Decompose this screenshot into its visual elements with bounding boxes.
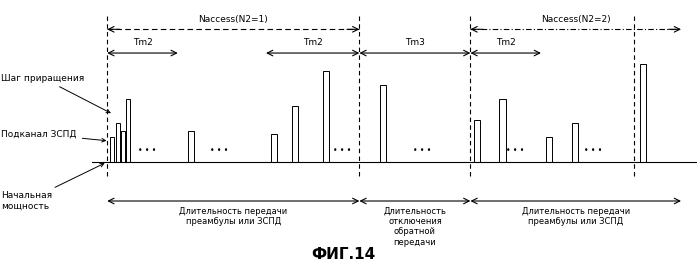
- Text: Длительность передачи
преамбулы или ЗСПД: Длительность передачи преамбулы или ЗСПД: [179, 207, 288, 226]
- Bar: [116, 123, 119, 162]
- Text: • • •: • • •: [506, 146, 524, 155]
- Text: • • •: • • •: [138, 146, 156, 155]
- Bar: [572, 123, 579, 162]
- Text: ФИГ.14: ФИГ.14: [312, 247, 376, 262]
- Text: • • •: • • •: [413, 146, 431, 155]
- Text: Шаг приращения: Шаг приращения: [1, 74, 110, 113]
- Text: • • •: • • •: [333, 146, 351, 155]
- Bar: [546, 137, 552, 162]
- Bar: [639, 64, 646, 162]
- Text: • • •: • • •: [584, 146, 602, 155]
- Text: Tm2: Tm2: [496, 38, 516, 47]
- Bar: [188, 131, 194, 162]
- Text: Tm3: Tm3: [405, 38, 425, 47]
- Bar: [500, 99, 505, 162]
- Bar: [272, 134, 277, 162]
- Text: Длительность передачи
преамбулы или ЗСПД: Длительность передачи преамбулы или ЗСПД: [521, 207, 630, 226]
- Bar: [126, 99, 130, 162]
- Bar: [473, 120, 480, 162]
- Bar: [380, 85, 387, 162]
- Bar: [292, 106, 298, 162]
- Text: Naccess(N2=2): Naccess(N2=2): [541, 15, 611, 24]
- Text: Naccess(N2=1): Naccess(N2=1): [198, 15, 268, 24]
- Text: Длительность
отключения
обратной
передачи: Длительность отключения обратной передач…: [383, 207, 446, 247]
- Bar: [110, 137, 114, 162]
- Text: Tm2: Tm2: [303, 38, 322, 47]
- Text: Tm2: Tm2: [133, 38, 152, 47]
- Text: Подканал ЗСПД: Подканал ЗСПД: [1, 129, 105, 142]
- Bar: [323, 71, 329, 162]
- Text: • • •: • • •: [210, 146, 228, 155]
- Text: Начальная
мощность: Начальная мощность: [1, 163, 104, 211]
- Bar: [121, 131, 125, 162]
